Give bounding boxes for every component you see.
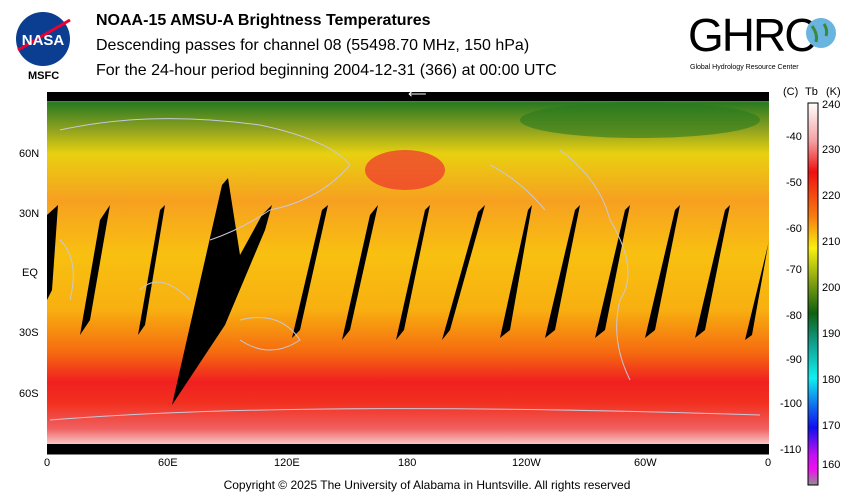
x-tick-label: 60E: [158, 457, 178, 469]
chart-subtitle: Descending passes for channel 08 (55498.…: [96, 37, 530, 54]
k-tick-label: 190: [822, 328, 841, 340]
k-tick-label: 170: [822, 420, 841, 432]
colorbar: [807, 102, 819, 486]
c-tick-label: -60: [786, 223, 802, 235]
swath-gap: [47, 205, 58, 300]
green-region: [520, 102, 760, 138]
k-tick-label: 200: [822, 282, 841, 294]
x-tick-label: 120E: [274, 457, 300, 469]
no-data-top: [47, 92, 769, 101]
no-data-bottom: [47, 444, 769, 454]
k-tick-label: 230: [822, 144, 841, 156]
k-tick-label: 220: [822, 190, 841, 202]
nasa-logo: NASA: [14, 10, 72, 68]
y-tick-label: 30S: [19, 327, 39, 339]
swath-gap: [545, 205, 580, 338]
colorbar-title-c: (C): [783, 86, 799, 98]
x-tick-label: 180: [398, 457, 417, 469]
swath-gap: [695, 205, 730, 338]
swath-gap: [645, 205, 680, 338]
copyright-footer: Copyright © 2025 The University of Alaba…: [223, 478, 631, 492]
c-tick-label: -110: [780, 444, 802, 456]
nasa-msfc-label: MSFC: [28, 70, 60, 82]
chart-title: NOAA-15 AMSU-A Brightness Temperatures: [96, 12, 431, 29]
chart-period: For the 24-hour period beginning 2004-12…: [96, 62, 557, 79]
swath-gap: [138, 205, 165, 335]
svg-text:NASA: NASA: [22, 32, 65, 49]
ghrc-logo-subtitle: Global Hydrology Resource Center: [690, 64, 799, 71]
y-tick-label: 60S: [19, 388, 39, 400]
y-tick-label: 60N: [19, 148, 40, 160]
k-tick-label: 240: [822, 99, 841, 111]
c-tick-label: -90: [786, 354, 802, 366]
arrow-direction-icon: ⟵: [408, 86, 427, 101]
swath-gap: [396, 205, 430, 340]
c-tick-label: -40: [786, 131, 802, 143]
swath-gap: [442, 205, 485, 340]
warm-anomaly: [365, 150, 445, 190]
c-tick-label: -80: [786, 310, 802, 322]
colorbar-title-tb: Tb: [805, 86, 818, 98]
k-tick-label: 160: [822, 459, 841, 471]
swath-gap: [595, 205, 630, 338]
coastlines: [49, 118, 761, 421]
c-tick-label: -70: [786, 264, 802, 276]
swath-gap: [292, 205, 328, 338]
swath-gap: [80, 205, 110, 335]
k-tick-label: 180: [822, 374, 841, 386]
y-tick-label: EQ: [22, 267, 38, 279]
x-tick-label: 0: [765, 457, 772, 469]
ghrc-logo: GHRC Global Hydrology Resource Center: [688, 8, 848, 78]
ghrc-logo-text: GHRC: [688, 9, 817, 61]
colorbar-title-k: (K): [826, 86, 841, 98]
k-tick-label: 210: [822, 236, 841, 248]
x-tick-label: 60W: [634, 457, 657, 469]
y-tick-label: 30N: [19, 208, 40, 220]
c-tick-label: -100: [780, 398, 803, 410]
x-tick-label: 120W: [512, 457, 541, 469]
swath-gap: [342, 205, 378, 340]
swath-gaps: [47, 178, 769, 405]
swath-gap: [172, 178, 272, 405]
c-tick-label: -50: [786, 177, 802, 189]
swath-gap: [500, 205, 532, 338]
x-tick-label: 0: [44, 457, 51, 469]
